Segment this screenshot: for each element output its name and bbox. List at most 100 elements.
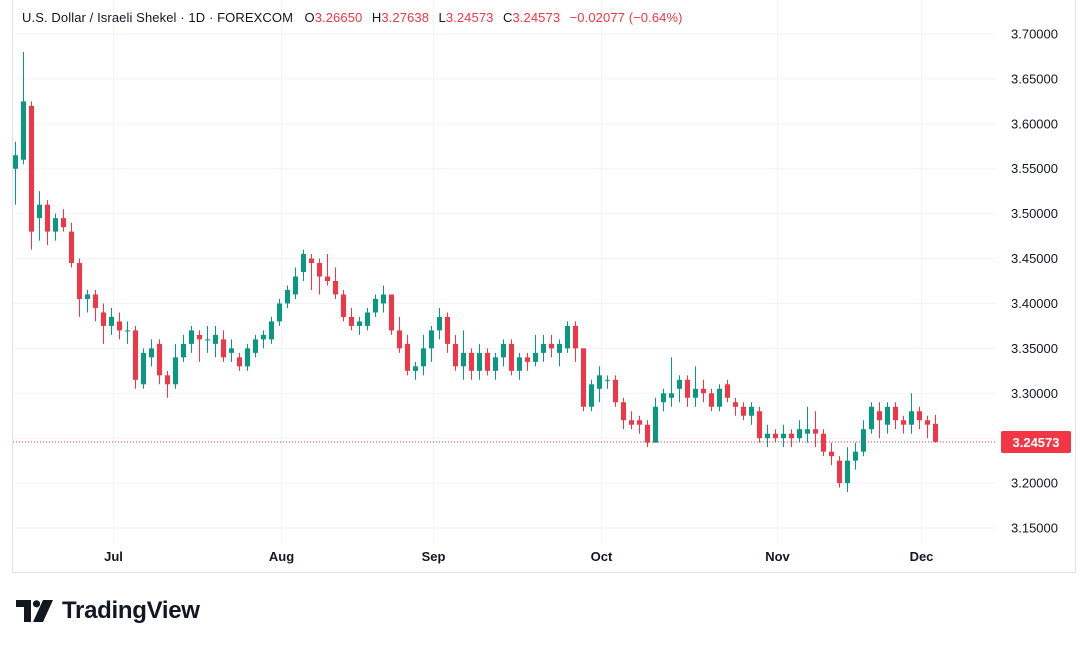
candle	[845, 447, 850, 493]
separator-dot: ·	[208, 10, 218, 25]
candle	[893, 402, 898, 430]
candle	[37, 191, 42, 241]
candle	[565, 321, 570, 353]
candle	[461, 330, 466, 380]
candle-body	[525, 357, 530, 362]
candle-body	[381, 294, 386, 304]
candle	[589, 379, 594, 412]
axis-layer: 3.70000 3.65000 3.60000 3.55000 3.50000 3.450…	[13, 27, 1075, 564]
candle-body	[205, 339, 210, 341]
candle	[221, 330, 226, 362]
candle-body	[581, 348, 586, 407]
candle	[397, 316, 402, 353]
candle	[45, 200, 50, 246]
candle-body	[869, 406, 874, 430]
candle	[341, 289, 346, 322]
candle	[549, 334, 554, 358]
y-tick-label: 3.45000	[1011, 251, 1058, 266]
candle-body	[317, 263, 322, 277]
candle-body	[829, 451, 834, 457]
candle	[333, 267, 338, 299]
candle	[437, 307, 442, 340]
candle-body	[701, 388, 706, 394]
candlestick-chart[interactable]: 3.70000 3.65000 3.60000 3.55000 3.50000 3.450…	[13, 0, 1075, 573]
candle	[413, 361, 418, 380]
candle-body	[85, 294, 90, 299]
candle-body	[293, 276, 298, 295]
candle	[533, 334, 538, 367]
candle-body	[53, 218, 58, 232]
candle-body	[781, 433, 786, 439]
candle	[637, 415, 642, 434]
candle	[405, 334, 410, 376]
candle-body	[501, 343, 506, 358]
candle	[29, 101, 34, 250]
candle	[581, 348, 586, 412]
candle	[853, 442, 858, 470]
candle-body	[637, 420, 642, 425]
x-tick-label: Sep	[422, 549, 446, 564]
candle-body	[837, 460, 842, 484]
candle	[885, 402, 890, 434]
candle	[13, 141, 18, 205]
candle	[21, 51, 26, 165]
candle	[917, 406, 922, 430]
candle	[469, 348, 474, 380]
candle-body	[133, 330, 138, 380]
candle	[645, 420, 650, 448]
candle	[165, 370, 170, 398]
candle-body	[533, 352, 538, 362]
symbol-name[interactable]: U.S. Dollar / Israeli Shekel	[22, 10, 177, 25]
candle-body	[349, 316, 354, 326]
tradingview-brand[interactable]: TradingView	[16, 597, 200, 625]
candle-body	[141, 352, 146, 385]
candle-body	[125, 330, 130, 332]
candle-body	[541, 343, 546, 353]
candle-body	[261, 334, 266, 340]
candle-body	[405, 343, 410, 371]
candle-body	[917, 411, 922, 421]
candle-body	[157, 343, 162, 376]
candle-body	[389, 294, 394, 331]
candle	[517, 352, 522, 380]
candle-body	[397, 330, 402, 349]
candle	[925, 415, 930, 439]
candle	[325, 254, 330, 286]
candle-body	[437, 316, 442, 331]
candle-body	[285, 289, 290, 304]
candle-body	[101, 312, 106, 326]
candle	[349, 307, 354, 331]
candle	[525, 352, 530, 371]
candle-body	[341, 294, 346, 317]
candle-body	[309, 258, 314, 264]
candle	[653, 397, 658, 443]
candle	[205, 325, 210, 353]
candle-body	[149, 348, 154, 358]
candle	[421, 334, 426, 376]
candle	[909, 393, 914, 434]
candle-body	[445, 316, 450, 344]
candle	[701, 379, 706, 403]
candle	[821, 429, 826, 457]
candle-body	[469, 352, 474, 371]
candle	[301, 249, 306, 282]
candle-body	[485, 352, 490, 371]
candle-body	[805, 429, 810, 434]
candle-body	[685, 379, 690, 398]
candle	[381, 285, 386, 313]
candle-body	[765, 433, 770, 439]
x-tick-label: Nov	[765, 549, 790, 564]
candle-body	[549, 343, 554, 349]
y-tick-label: 3.20000	[1011, 476, 1058, 491]
chart-pane[interactable]: 3.70000 3.65000 3.60000 3.55000 3.50000 3.450…	[12, 0, 1076, 573]
candle-body	[797, 429, 802, 439]
candle	[365, 307, 370, 331]
interval-label[interactable]: 1D	[188, 10, 206, 25]
candle-body	[37, 204, 42, 219]
candle	[597, 366, 602, 403]
candle	[493, 352, 498, 380]
candle-body	[245, 348, 250, 367]
high-value: 3.27638	[381, 10, 430, 25]
candle	[877, 402, 882, 439]
candle-body	[509, 343, 514, 371]
